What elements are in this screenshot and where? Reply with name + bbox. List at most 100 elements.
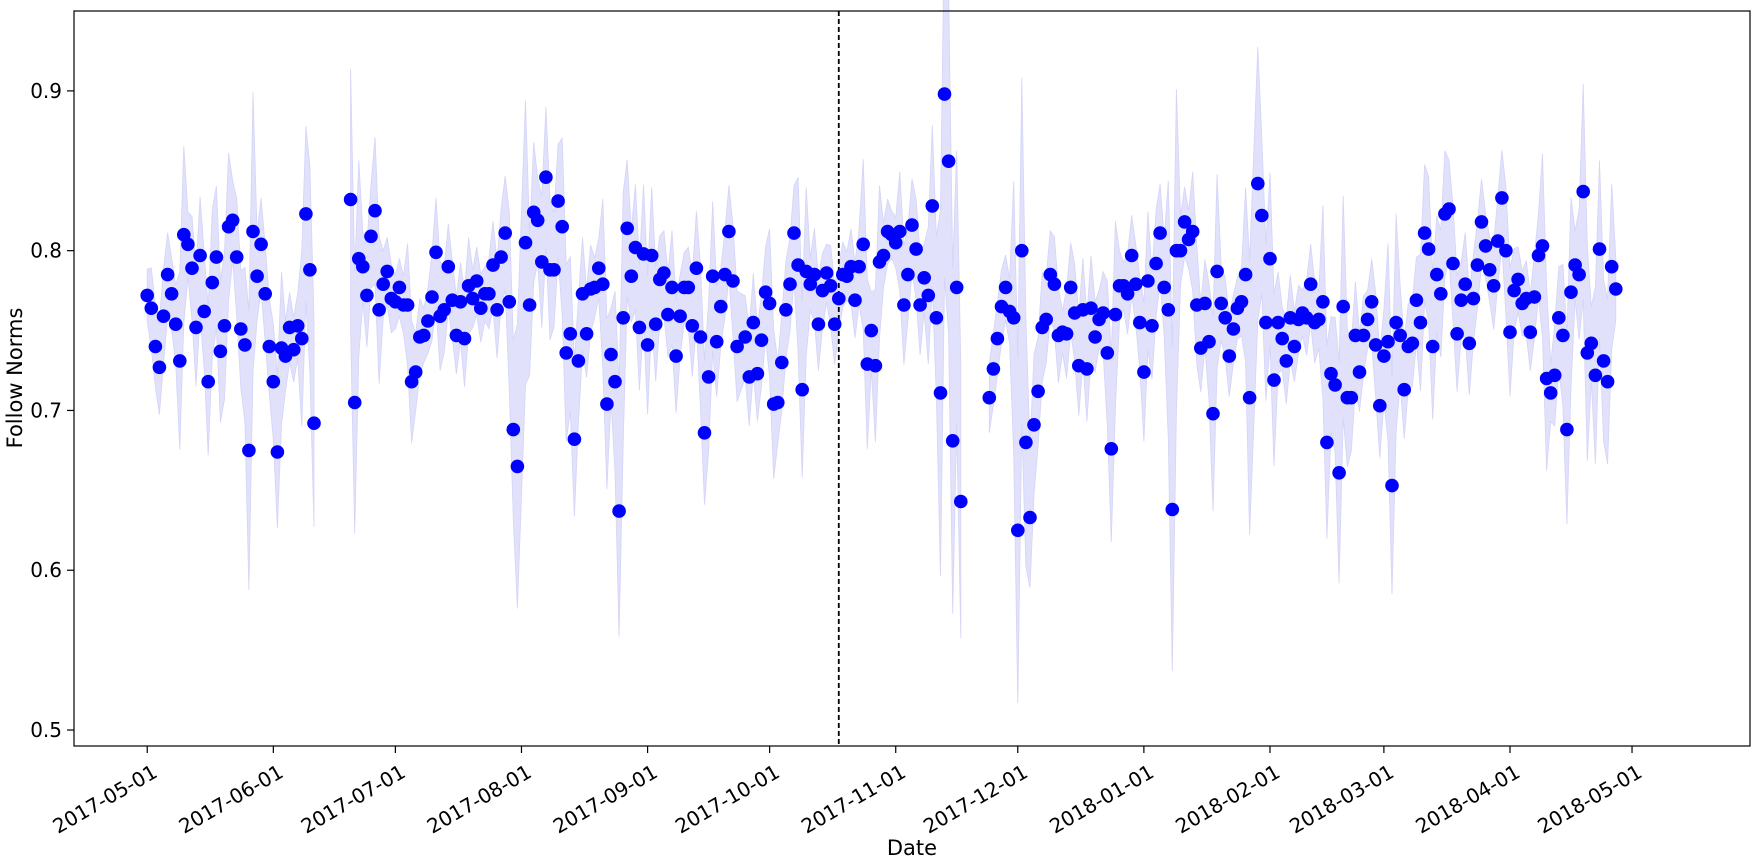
data-point	[754, 333, 769, 348]
data-point	[1389, 315, 1403, 330]
data-point	[1096, 306, 1110, 320]
data-point	[1031, 384, 1045, 399]
data-point	[726, 274, 740, 288]
data-point	[856, 237, 870, 252]
data-point	[689, 261, 704, 276]
data-point	[506, 422, 521, 437]
data-point	[1279, 354, 1294, 368]
data-point	[1088, 330, 1102, 344]
data-point	[685, 319, 700, 333]
data-point	[250, 269, 264, 284]
data-point	[494, 250, 508, 264]
data-point	[693, 330, 708, 344]
data-point	[1592, 242, 1607, 256]
data-point	[356, 259, 370, 274]
data-point	[1425, 339, 1440, 354]
data-point	[437, 303, 452, 317]
data-point	[1405, 336, 1420, 351]
data-point	[608, 374, 622, 389]
x-tick-label: 2017-08-01	[423, 760, 536, 839]
data-point	[164, 287, 179, 301]
data-point	[1255, 208, 1269, 223]
data-point	[1588, 368, 1603, 383]
data-point	[762, 296, 777, 311]
data-point	[1165, 502, 1180, 517]
x-tick-label: 2017-09-01	[549, 760, 662, 839]
data-point	[258, 287, 273, 301]
x-tick-label: 2018-03-01	[1285, 760, 1398, 839]
data-point	[1344, 390, 1359, 405]
data-point	[1234, 295, 1249, 309]
data-point	[1417, 226, 1432, 240]
confidence-band-segment	[988, 46, 1617, 704]
data-point	[730, 339, 744, 354]
data-point	[229, 250, 244, 264]
data-point	[864, 323, 879, 338]
data-point	[848, 293, 862, 308]
data-point	[596, 277, 610, 292]
data-point	[522, 298, 537, 312]
x-tick-label: 2017-11-01	[797, 760, 910, 839]
data-point	[1368, 338, 1383, 352]
data-point	[1421, 242, 1436, 256]
data-point	[1141, 274, 1155, 288]
y-axis-title: Follow Norms	[3, 308, 27, 449]
data-point	[673, 309, 687, 324]
data-point	[498, 226, 512, 240]
data-point	[1609, 282, 1623, 296]
data-point	[823, 279, 838, 293]
data-point	[949, 280, 964, 295]
data-point	[421, 314, 435, 328]
data-point	[152, 360, 167, 375]
data-point	[408, 365, 423, 379]
data-point	[612, 504, 626, 518]
data-point	[502, 295, 517, 309]
data-point	[1430, 267, 1444, 282]
data-point	[1523, 325, 1538, 340]
data-point	[1124, 248, 1139, 263]
data-point	[1108, 307, 1123, 322]
data-point	[1063, 280, 1078, 295]
data-point	[1560, 422, 1574, 437]
x-tick-label: 2018-05-01	[1533, 760, 1646, 839]
data-point	[1377, 349, 1391, 363]
data-point	[1303, 277, 1318, 292]
data-point	[469, 274, 484, 288]
data-point	[1527, 290, 1542, 304]
data-point	[648, 317, 663, 332]
data-point	[1287, 339, 1302, 354]
data-point	[262, 339, 277, 354]
data-point	[539, 170, 553, 184]
x-tick-label: 2017-12-01	[919, 760, 1032, 839]
data-point	[1100, 346, 1115, 360]
data-point	[925, 199, 940, 213]
data-point	[1153, 226, 1167, 240]
data-point	[1202, 334, 1216, 349]
data-point	[1499, 243, 1513, 258]
data-point	[238, 338, 252, 352]
data-point	[201, 374, 215, 389]
data-point	[482, 287, 496, 301]
data-point	[897, 298, 911, 312]
data-point	[1373, 398, 1387, 413]
data-point	[1320, 435, 1334, 450]
data-point	[937, 87, 952, 101]
data-point	[1495, 191, 1509, 205]
data-point	[929, 311, 944, 325]
data-point	[1316, 295, 1330, 309]
data-point	[1149, 256, 1163, 271]
data-point	[945, 434, 960, 448]
data-point	[990, 331, 1005, 346]
data-point	[640, 338, 655, 352]
data-point	[555, 219, 569, 234]
data-point	[913, 298, 927, 312]
data-point	[567, 432, 582, 447]
y-tick-label: 0.7	[30, 398, 62, 422]
data-point	[665, 280, 679, 295]
data-point	[1552, 311, 1566, 325]
data-point	[1006, 311, 1021, 325]
data-point	[709, 334, 724, 349]
data-point	[1128, 277, 1143, 292]
data-point	[185, 261, 199, 276]
data-point	[1547, 368, 1562, 383]
